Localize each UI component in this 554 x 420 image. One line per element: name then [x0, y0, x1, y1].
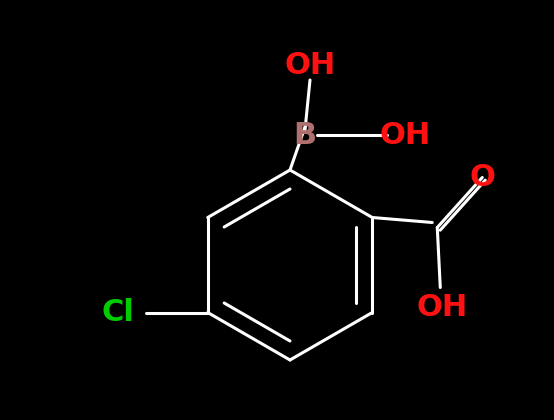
Text: Cl: Cl [101, 298, 134, 327]
Text: B: B [294, 121, 316, 150]
Text: OH: OH [379, 121, 430, 150]
Text: OH: OH [417, 293, 468, 322]
Text: O: O [469, 163, 495, 192]
Text: OH: OH [284, 50, 336, 79]
